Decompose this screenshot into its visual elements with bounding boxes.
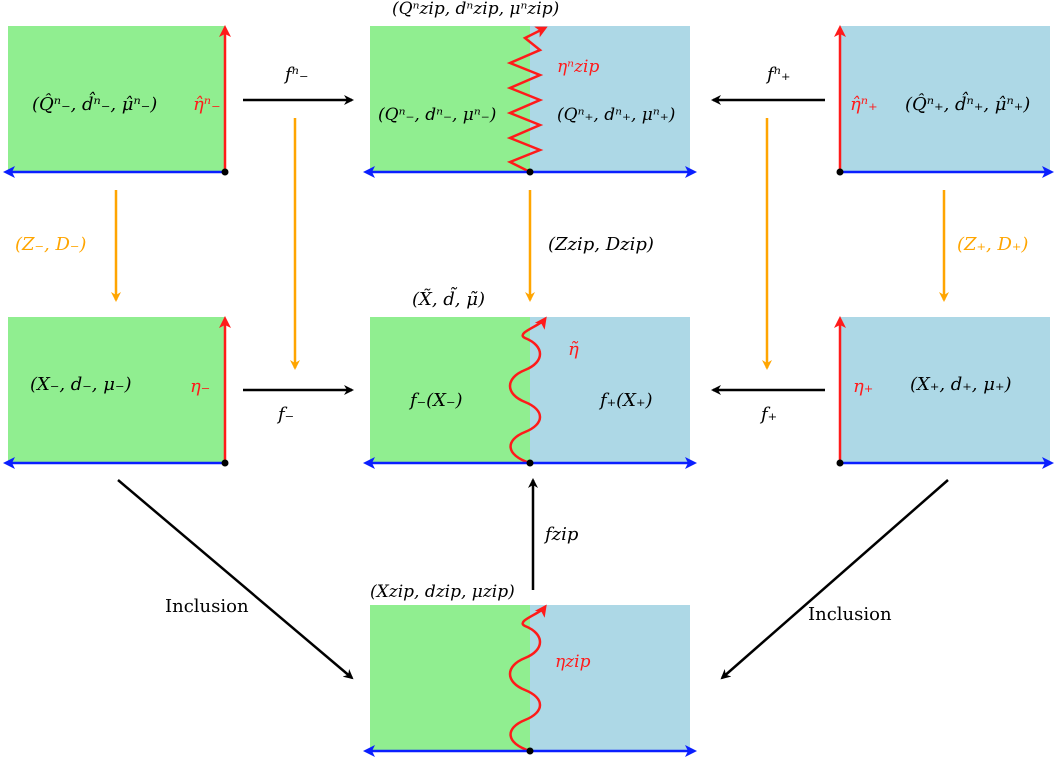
label-eta-zip-n: ηⁿzip: [557, 57, 599, 77]
arrow-inclusion-left: [117, 479, 354, 680]
label-eta-zip: ηzip: [555, 652, 591, 672]
box-top-center: [363, 26, 697, 178]
box-top-right: [834, 25, 1054, 178]
label-x-zip: (Xzip, dzip, μzip): [370, 582, 515, 602]
label-q-plus-n: (Qⁿ₊, dⁿ₊, μⁿ₊): [557, 105, 675, 125]
box-middle-right: [834, 316, 1054, 469]
origin-dot: [836, 168, 844, 176]
label-f-zip: fzip: [543, 524, 579, 545]
label-inclusion-right: Inclusion: [808, 604, 892, 625]
label-f-minus: f₋: [276, 404, 294, 425]
label-z-plus: (Z₊, D₊): [957, 234, 1028, 255]
label-f-plus: f₊: [759, 404, 777, 425]
wavy-curve: [508, 604, 547, 753]
label-f-plus-n: fⁿ₊: [765, 64, 790, 85]
label-x-tilde: (X̃, d̃, μ̃): [412, 287, 485, 310]
label-q-zip-title: (Qⁿzip, dⁿzip, μⁿzip): [392, 0, 559, 19]
box-top-left: [3, 25, 231, 178]
label-eta-hat-plus: η̂ⁿ₊: [850, 94, 878, 115]
label-q-hat-plus: (Q̂ⁿ₊, d̂ⁿ₊, μ̂ⁿ₊): [905, 90, 1030, 115]
label-inclusion-left: Inclusion: [165, 596, 249, 617]
label-f-minus-n: fⁿ₋: [283, 64, 308, 85]
origin-dot: [526, 168, 534, 176]
label-eta-minus: η₋: [190, 376, 210, 397]
box-bottom-center: [363, 604, 697, 757]
label-f-minus-x: f₋(X₋): [408, 390, 463, 411]
wavy-curve: [508, 316, 547, 465]
label-z-minus: (Z₋, D₋): [15, 234, 86, 255]
label-z-zip: (Zzip, Dzip): [548, 234, 654, 255]
label-eta-tilde: η̃: [568, 339, 579, 360]
origin-dot: [221, 459, 229, 467]
label-q-minus-n: (Qⁿ₋, dⁿ₋, μⁿ₋): [378, 105, 496, 125]
label-x-plus: (X₊, d₊, μ₊): [910, 374, 1011, 395]
origin-dot: [221, 168, 229, 176]
zipper-curve: [506, 26, 548, 174]
arrow-inclusion-right: [720, 479, 949, 680]
origin-dot: [836, 459, 844, 467]
label-f-plus-x: f₊(X₊): [598, 390, 653, 411]
box-middle-center: [363, 316, 697, 469]
origin-dot: [526, 459, 534, 467]
label-x-minus: (X₋, d₋, μ₋): [30, 374, 131, 395]
label-eta-plus: η₊: [853, 376, 873, 397]
origin-dot: [526, 747, 534, 755]
box-middle-left: [3, 316, 231, 469]
label-q-hat-minus: (Q̂ⁿ₋, d̂ⁿ₋, μ̂ⁿ₋): [32, 90, 157, 115]
label-eta-hat-minus: η̂ⁿ₋: [193, 94, 221, 115]
